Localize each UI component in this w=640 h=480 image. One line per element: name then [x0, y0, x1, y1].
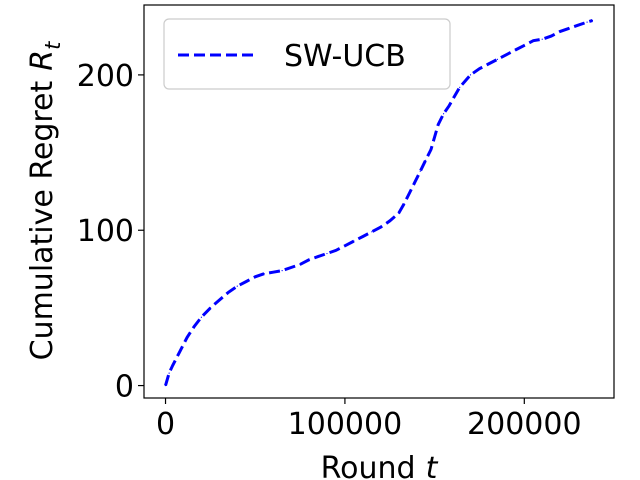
data-point — [591, 19, 594, 22]
data-point — [209, 307, 211, 309]
data-point — [478, 68, 481, 70]
y-axis-title: Cumulative Regret Rt — [25, 41, 65, 361]
data-point — [430, 148, 432, 151]
data-point — [218, 299, 220, 301]
y-axis-ticks: 0 100 200 — [77, 59, 144, 405]
x-axis-ticks: 0 100000 200000 — [156, 398, 582, 442]
data-point — [577, 24, 579, 26]
data-point — [168, 372, 170, 374]
data-point — [586, 21, 588, 23]
y-tick-label: 200 — [77, 59, 134, 94]
data-point — [496, 58, 498, 60]
data-point — [263, 273, 265, 275]
data-point — [326, 252, 328, 255]
data-point — [464, 80, 466, 82]
data-point — [200, 316, 203, 318]
y-axis-title-text: Cumulative Regret — [25, 80, 60, 360]
data-point — [459, 86, 461, 88]
data-point — [179, 350, 181, 352]
x-tick-label: 0 — [156, 407, 175, 442]
data-point — [453, 96, 455, 98]
data-point — [434, 136, 436, 138]
data-point — [425, 159, 427, 161]
data-point — [362, 235, 364, 238]
data-point — [299, 263, 301, 266]
data-point — [335, 249, 337, 252]
data-point — [290, 266, 292, 269]
legend-label-sw-ucb: SW-UCB — [284, 39, 406, 74]
data-point — [236, 285, 238, 287]
x-axis-title: Round t — [321, 451, 439, 480]
data-point — [317, 256, 319, 258]
data-point — [469, 74, 472, 76]
data-point — [532, 40, 534, 42]
data-point — [568, 27, 570, 29]
data-point — [398, 212, 400, 214]
data-point — [227, 291, 229, 293]
x-tick-label: 100000 — [288, 407, 403, 442]
x-tick-label: 200000 — [467, 407, 582, 442]
data-point — [164, 384, 167, 387]
data-point — [442, 113, 445, 115]
data-point — [403, 203, 405, 205]
data-point — [186, 336, 188, 339]
data-point — [559, 30, 561, 33]
data-point — [193, 325, 195, 328]
legend-box — [163, 18, 451, 90]
y-tick-label: 100 — [77, 214, 134, 249]
data-point — [541, 38, 543, 40]
data-point — [487, 63, 490, 65]
data-point — [371, 231, 373, 233]
data-point — [437, 124, 439, 126]
y-axis-title-var: R — [25, 50, 60, 71]
data-point — [254, 276, 256, 278]
y-tick-label: 0 — [115, 370, 134, 405]
data-point — [414, 181, 416, 183]
data-point — [389, 220, 391, 222]
series-points — [164, 19, 594, 387]
y-axis-title-subscript: t — [41, 41, 65, 50]
data-point — [380, 226, 382, 228]
data-point — [272, 271, 274, 273]
data-point — [308, 259, 310, 261]
data-point — [505, 54, 507, 56]
plot-frame — [143, 4, 615, 399]
legend: SW-UCB — [163, 18, 451, 90]
data-point — [408, 192, 411, 194]
x-axis-title-var: t — [426, 451, 439, 480]
data-point — [245, 280, 247, 283]
data-point — [172, 364, 174, 366]
data-point — [353, 240, 355, 242]
data-point — [550, 35, 552, 37]
data-point — [281, 270, 283, 272]
data-point — [523, 44, 525, 46]
data-point — [344, 245, 346, 247]
data-point — [448, 105, 450, 107]
x-axis-title-text: Round — [321, 451, 416, 480]
data-point — [419, 170, 421, 172]
data-point — [514, 49, 516, 51]
